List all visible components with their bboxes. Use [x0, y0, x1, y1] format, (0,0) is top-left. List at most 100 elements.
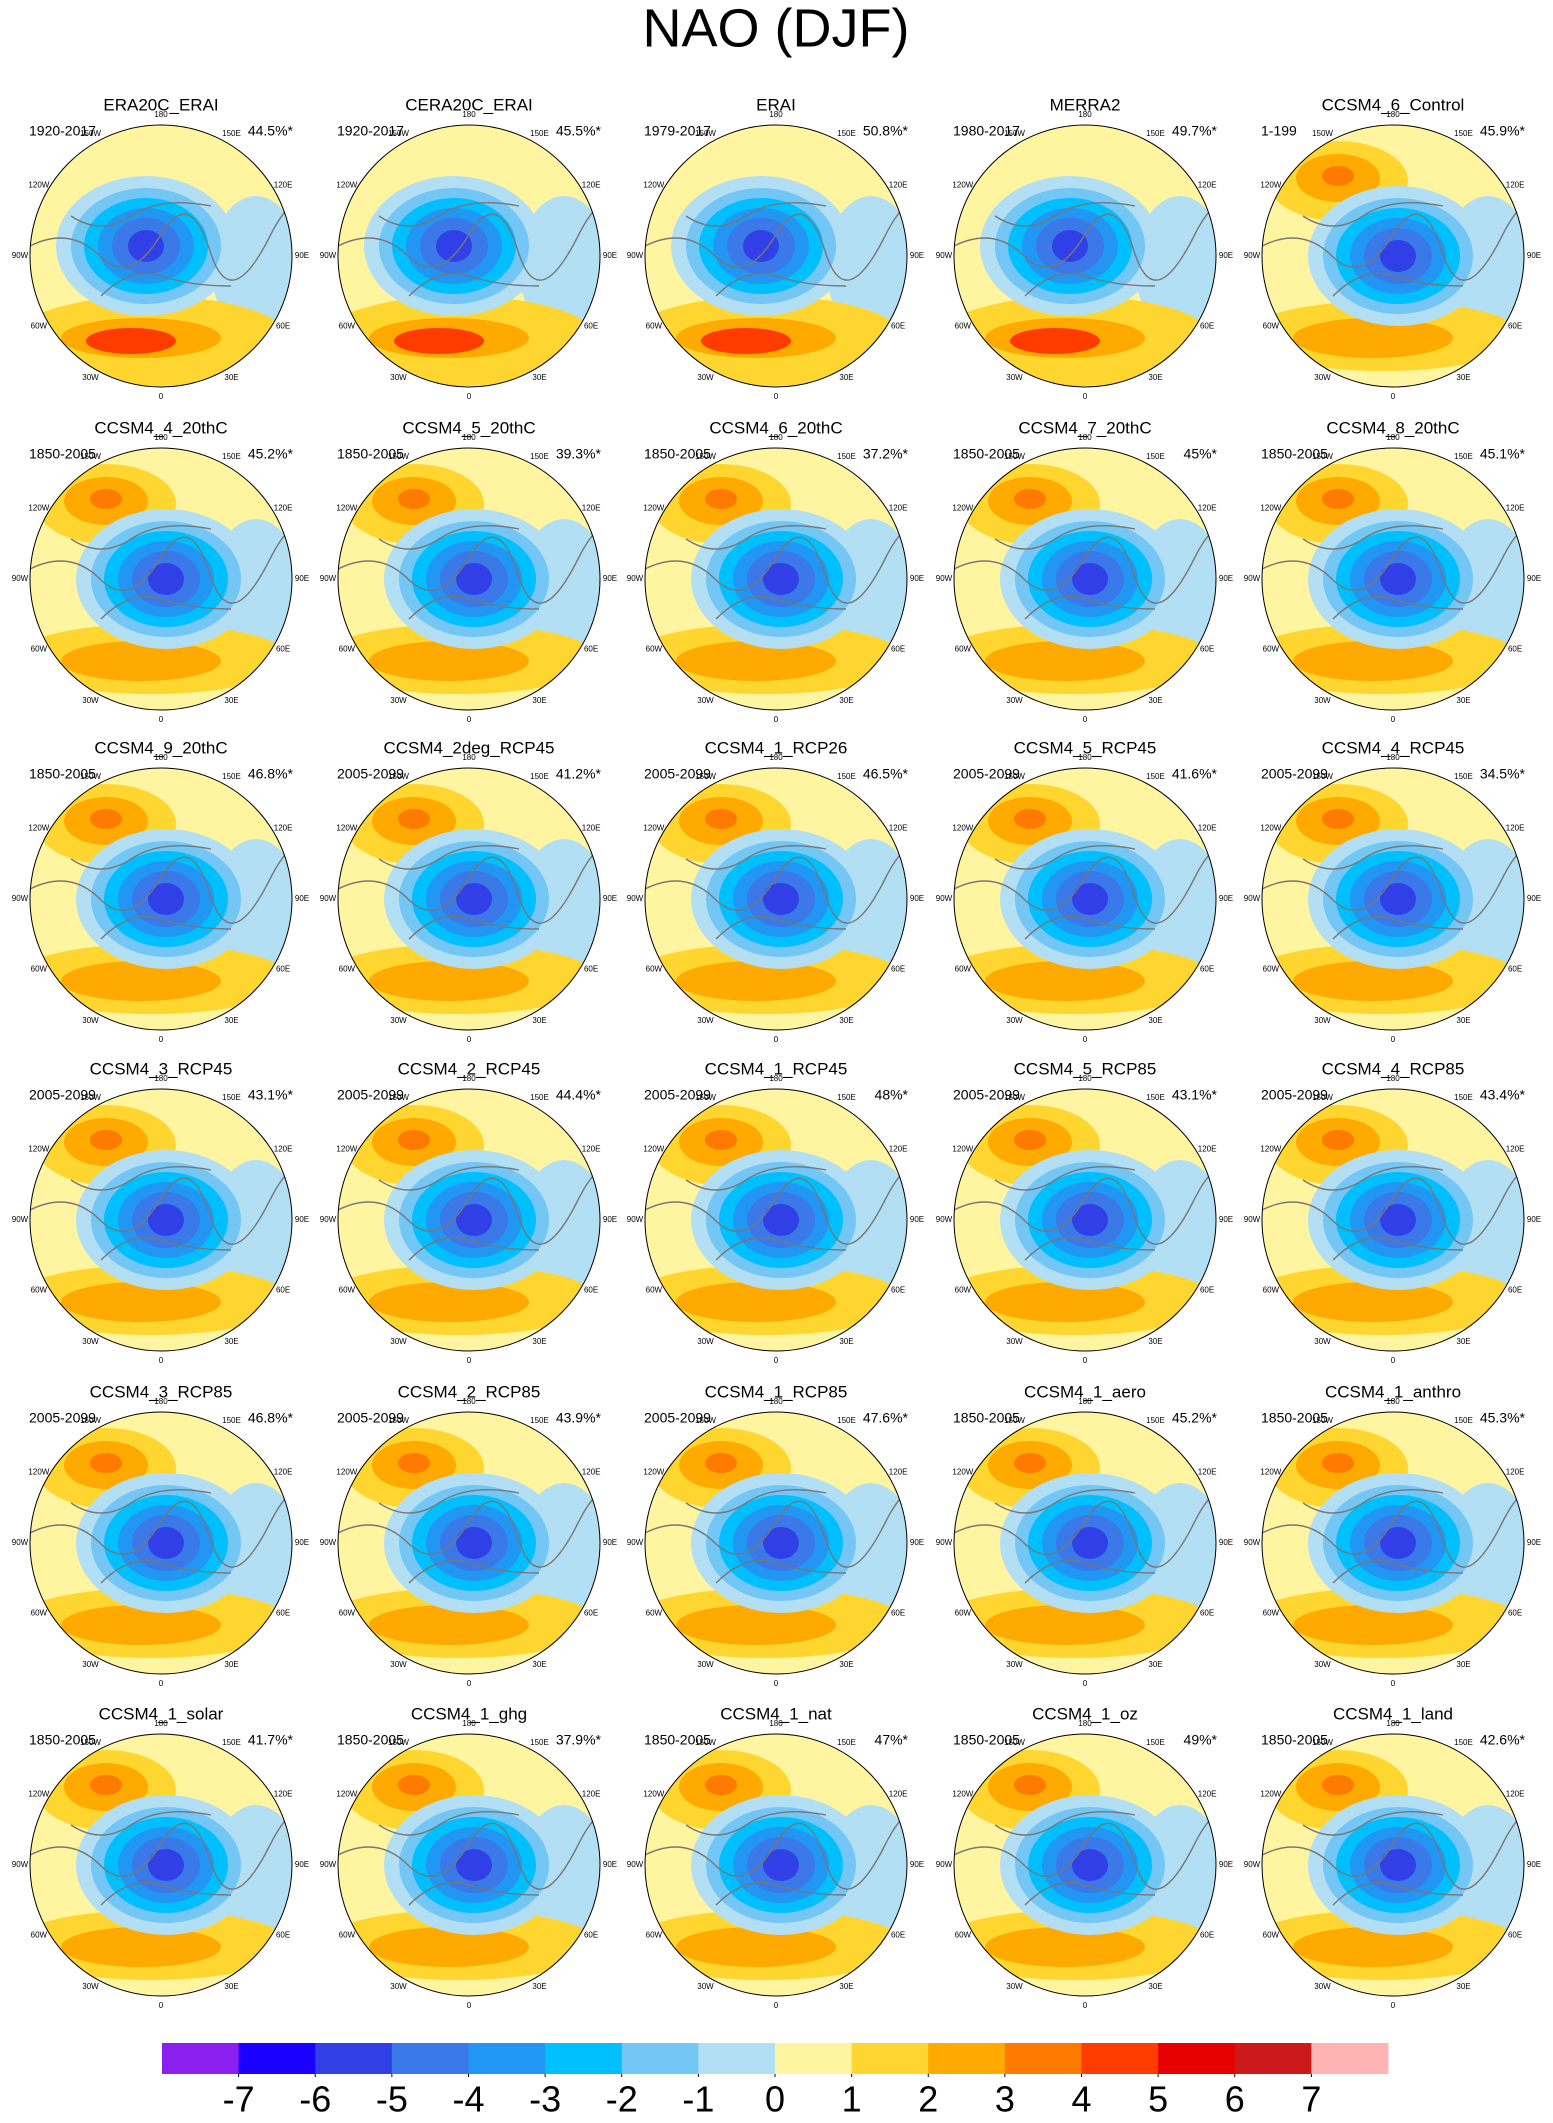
longitude-label: 30E: [1456, 373, 1470, 382]
longitude-label: 30E: [1148, 1016, 1162, 1025]
panel-title: CCSM4_2_RCP85: [398, 1382, 541, 1401]
longitude-label: 60E: [1508, 322, 1522, 331]
panel-period: 2005-2099: [644, 766, 711, 782]
map: [338, 1412, 600, 1674]
colorbar-tick-label: 4: [1071, 2079, 1091, 2120]
longitude-label: 60W: [1263, 645, 1280, 654]
longitude-label: 120W: [28, 824, 49, 833]
longitude-label: 120W: [336, 824, 357, 833]
map-field: [128, 230, 164, 262]
panel-variance: 37.2%*: [863, 446, 909, 462]
colorbar-swatch: [238, 2043, 316, 2074]
map-field: [148, 563, 184, 595]
map-field: [90, 1453, 122, 1473]
panel-variance: 44.5%*: [248, 123, 294, 139]
longitude-label: 30E: [1456, 1337, 1470, 1346]
map: [645, 448, 907, 710]
longitude-label: 60E: [1508, 1609, 1522, 1618]
longitude-label: 30E: [224, 1337, 238, 1346]
map-field: [1014, 809, 1046, 829]
map-field: [676, 1605, 836, 1645]
panel-title: CCSM4_3_RCP85: [90, 1382, 233, 1401]
longitude-label: 150W: [388, 1093, 409, 1102]
longitude-label: 30E: [1148, 1660, 1162, 1669]
longitude-label: 120E: [582, 824, 601, 833]
longitude-label: 60W: [31, 1931, 48, 1940]
longitude-label: 90W: [936, 1215, 953, 1224]
longitude-label: 150W: [80, 129, 101, 138]
panel-period: 1850-2005: [1261, 446, 1328, 462]
longitude-label: 150E: [222, 1416, 241, 1425]
map: [30, 768, 292, 1030]
map-field: [369, 1605, 529, 1645]
longitude-label: 150W: [695, 452, 716, 461]
panel-variance: 45%*: [1184, 446, 1218, 462]
panel-variance: 34.5%*: [1480, 766, 1526, 782]
map-border: [644, 1088, 908, 1352]
map: [1262, 448, 1524, 710]
map: [954, 1412, 1216, 1674]
colorbar-tick-label: -3: [529, 2079, 561, 2120]
longitude-label: 90W: [320, 251, 337, 260]
map-field: [1072, 883, 1108, 915]
longitude-label: 150W: [388, 1416, 409, 1425]
longitude-label: 120E: [274, 1145, 293, 1154]
longitude-label: 120E: [274, 1790, 293, 1799]
longitude-label: 180: [462, 433, 476, 442]
longitude-label: 150W: [80, 452, 101, 461]
colorbar-tick-label: -6: [299, 2079, 331, 2120]
longitude-label: 150W: [388, 129, 409, 138]
longitude-label: 60E: [276, 645, 290, 654]
longitude-label: 150W: [388, 772, 409, 781]
map-border: [953, 447, 1217, 711]
panel-title: CCSM4_3_RCP45: [90, 1059, 233, 1078]
longitude-label: 90E: [1527, 251, 1541, 260]
panel-variance: 45.5%*: [556, 123, 602, 139]
longitude-label: 90E: [295, 1538, 309, 1547]
longitude-label: 150E: [222, 772, 241, 781]
panel-variance: 45.2%*: [248, 446, 294, 462]
map: [30, 1089, 292, 1351]
longitude-label: 30E: [1148, 1982, 1162, 1991]
longitude-label: 120W: [643, 824, 664, 833]
longitude-label: 120E: [1198, 1468, 1217, 1477]
longitude-label: 60W: [31, 322, 48, 331]
map-border: [953, 1733, 1217, 1997]
longitude-label: 60E: [584, 1609, 598, 1618]
longitude-label: 30E: [1456, 1660, 1470, 1669]
map-field: [985, 1282, 1145, 1322]
colorbar-swatch: [1311, 2043, 1389, 2074]
panel-period: 2005-2099: [337, 1087, 404, 1103]
longitude-label: 60W: [955, 965, 972, 974]
panel-variance: 44.4%*: [556, 1087, 602, 1103]
panel-variance: 45.2%*: [1172, 1410, 1218, 1426]
longitude-label: 30E: [532, 1016, 546, 1025]
longitude-label: 0: [774, 2001, 779, 2010]
longitude-label: 180: [154, 1074, 168, 1083]
longitude-label: 90W: [12, 251, 29, 260]
longitude-label: 60W: [955, 1609, 972, 1618]
longitude-label: 60W: [339, 1931, 356, 1940]
map-field: [90, 809, 122, 829]
longitude-label: 120E: [1198, 1145, 1217, 1154]
longitude-label: 30W: [697, 1660, 714, 1669]
colorbar-tick-label: 1: [842, 2079, 862, 2120]
longitude-label: 60W: [31, 1286, 48, 1295]
longitude-label: 90W: [627, 574, 644, 583]
longitude-label: 60E: [584, 322, 598, 331]
longitude-label: 90W: [320, 574, 337, 583]
longitude-label: 90E: [1219, 1860, 1233, 1869]
longitude-label: 90E: [603, 574, 617, 583]
map-field: [61, 1282, 221, 1322]
longitude-label: 0: [467, 2001, 472, 2010]
map-field: [1293, 961, 1453, 1001]
panel-variance: 50.8%*: [863, 123, 909, 139]
longitude-label: 120W: [28, 1468, 49, 1477]
panel-title: CCSM4_1_nat: [720, 1704, 832, 1723]
longitude-label: 60E: [276, 1609, 290, 1618]
map-field: [763, 883, 799, 915]
map-border: [29, 1411, 293, 1675]
panel-title: CCSM4_1_land: [1333, 1704, 1453, 1723]
map: [1262, 1734, 1524, 1996]
map-border: [29, 767, 293, 1031]
